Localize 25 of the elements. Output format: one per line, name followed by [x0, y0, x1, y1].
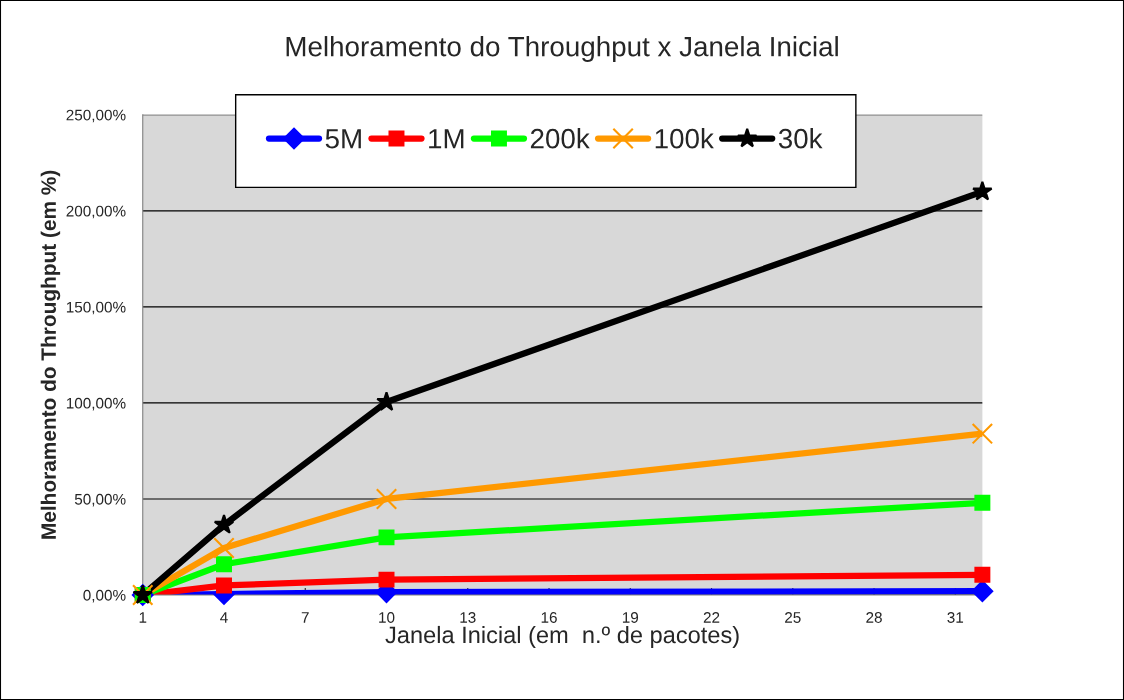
x-tick-label: 28: [866, 612, 882, 623]
y-tick-label: 0,00%: [83, 589, 126, 603]
y-axis-title: Melhoramento do Throughput (em %): [40, 170, 61, 539]
x-tick-label: 10: [379, 612, 395, 623]
legend-label: 5M: [325, 129, 361, 149]
x-tick-label: 25: [785, 612, 801, 623]
y-tick-label: 100,00%: [66, 397, 126, 411]
x-tick-label: 19: [622, 612, 639, 623]
y-tick-label: 200,00%: [66, 205, 126, 219]
x-tick-label: 4: [220, 612, 228, 623]
x-tick-label: 16: [541, 612, 557, 623]
legend-label: 30k: [778, 128, 823, 149]
chart-title: Melhoramento do Throughput x Janela Inicial: [286, 36, 838, 62]
y-tick-label: 250,00%: [66, 109, 126, 123]
x-axis-title: Janela Inicial (em n.º de pacotes): [385, 625, 739, 648]
legend-label: 1M: [429, 129, 464, 149]
x-tick-label: 7: [301, 612, 309, 623]
x-tick-label: 22: [703, 612, 720, 623]
y-tick-label: 150,00%: [66, 301, 126, 315]
x-tick-label: 1: [139, 612, 147, 623]
legend-label: 100k: [655, 128, 714, 149]
x-tick-label: 13: [460, 612, 476, 623]
x-tick-label: 31: [947, 612, 964, 623]
legend-label: 200k: [530, 128, 590, 149]
y-tick-label: 50,00%: [74, 493, 126, 507]
